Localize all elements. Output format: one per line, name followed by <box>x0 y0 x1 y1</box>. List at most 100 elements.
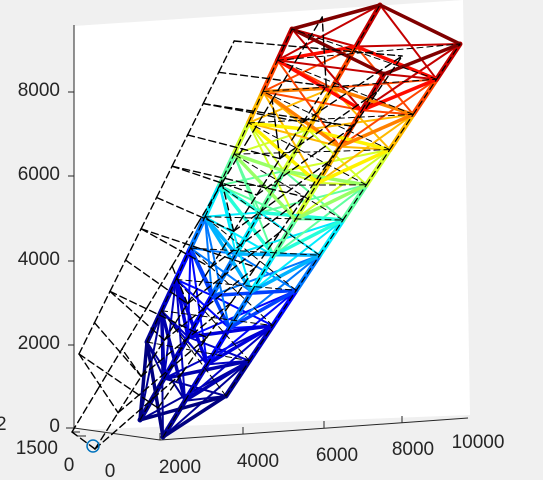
undeformed-member <box>412 78 438 116</box>
undeformed-member <box>272 289 297 327</box>
member-diagonal <box>204 215 275 257</box>
undeformed-member <box>140 228 212 269</box>
undeformed-member <box>233 40 403 57</box>
x-axis-line <box>159 417 469 441</box>
undeformed-member <box>184 363 208 402</box>
undeformed-member <box>78 353 159 409</box>
y-axis-ticks: 2 1500 0 <box>0 414 86 476</box>
undeformed-member <box>189 216 206 249</box>
undeformed-member <box>71 389 98 433</box>
undeformed-member <box>117 375 142 414</box>
member-diagonal <box>291 28 363 112</box>
undeformed-member <box>190 247 274 327</box>
undeformed-member <box>279 90 379 160</box>
member-horizontal <box>210 288 298 298</box>
member-diagonal <box>175 278 213 297</box>
undeformed-member <box>93 322 142 378</box>
undeformed-member <box>248 325 274 362</box>
member-diagonal <box>247 121 285 172</box>
x-axis-ticks: 0 2000 4000 6000 8000 10000 <box>105 416 505 480</box>
member-horizontal <box>382 42 462 76</box>
undeformed-member <box>146 341 250 362</box>
undeformed-member <box>254 231 281 268</box>
undeformed-member <box>248 113 414 124</box>
undeformed-member <box>377 55 403 92</box>
member-horizontal <box>145 340 165 439</box>
undeformed-member <box>233 153 344 221</box>
member-diagonal <box>175 278 231 330</box>
member-diagonal <box>146 341 165 380</box>
x-tick-label: 6000 <box>316 445 358 466</box>
undeformed-member <box>250 254 275 293</box>
undeformed-member <box>218 153 235 187</box>
undeformed-member <box>96 348 123 392</box>
undeformed-member <box>140 228 257 268</box>
undeformed-member <box>140 196 158 230</box>
member-diagonal <box>276 4 381 62</box>
undeformed-member <box>246 99 273 143</box>
member-horizontal <box>161 394 228 439</box>
undeformed-member <box>71 431 96 450</box>
undeformed-member <box>271 57 298 101</box>
undeformed-member <box>296 16 323 60</box>
undeformed-member <box>302 55 403 124</box>
undeformed-member <box>124 259 189 305</box>
undeformed-member <box>291 28 438 80</box>
member-horizontal <box>227 288 298 330</box>
undeformed-member <box>146 310 163 343</box>
member-diagonal <box>235 219 344 255</box>
member-horizontal <box>174 277 209 367</box>
z-tick-label: 2000 <box>18 333 60 354</box>
undeformed-member <box>109 290 208 339</box>
z-axis-ticks: 0 2000 4000 6000 8000 <box>18 80 74 437</box>
y-tick-label: 2 <box>0 414 7 435</box>
undeformed-member <box>307 87 333 131</box>
undeformed-member <box>202 71 220 105</box>
undeformed-member <box>163 303 189 341</box>
undeformed-member <box>225 360 250 397</box>
undeformed-member <box>228 291 252 329</box>
undeformed-member <box>352 90 379 128</box>
member-horizontal <box>205 323 275 367</box>
undeformed-member <box>202 102 355 128</box>
undeformed-member <box>259 170 285 214</box>
undeformed-member <box>276 28 293 61</box>
member-horizontal <box>246 121 310 132</box>
undeformed-member <box>209 196 306 269</box>
x-tick-label: 10000 <box>452 432 505 453</box>
x-tick-label: 8000 <box>392 439 434 460</box>
undeformed-member <box>93 290 111 324</box>
member-diagonal <box>262 90 319 184</box>
member-diagonal <box>355 43 461 48</box>
member-diagonal <box>360 109 415 116</box>
undeformed-member <box>321 16 327 87</box>
member-diagonal <box>307 128 368 186</box>
member-horizontal <box>315 147 392 185</box>
undeformed-member <box>436 43 461 80</box>
undeformed-member <box>204 216 344 221</box>
undeformed-member <box>171 134 189 167</box>
origin-marker <box>86 439 100 453</box>
undeformed-member <box>206 301 233 339</box>
member-horizontal <box>183 359 252 403</box>
undeformed-member <box>206 327 230 365</box>
member-horizontal <box>217 183 276 258</box>
member-diagonal <box>160 309 189 338</box>
member-diagonal <box>331 78 438 89</box>
undeformed-member <box>272 218 297 257</box>
undeformed-member <box>247 90 264 124</box>
member-horizontal <box>271 218 345 258</box>
undeformed-member <box>146 265 173 309</box>
member-diagonal <box>187 289 298 338</box>
undeformed-member <box>161 310 227 397</box>
member-horizontal <box>232 152 298 221</box>
undeformed-truss <box>71 4 461 450</box>
undeformed-member <box>295 254 321 291</box>
z-tick-label: 6000 <box>18 164 60 185</box>
undeformed-member <box>94 372 184 450</box>
x-tick-label: 4000 <box>237 451 279 472</box>
member-horizontal <box>290 27 386 76</box>
undeformed-member <box>342 184 367 221</box>
undeformed-member <box>140 339 166 378</box>
